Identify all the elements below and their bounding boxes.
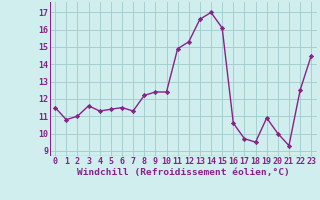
X-axis label: Windchill (Refroidissement éolien,°C): Windchill (Refroidissement éolien,°C) (77, 168, 290, 177)
